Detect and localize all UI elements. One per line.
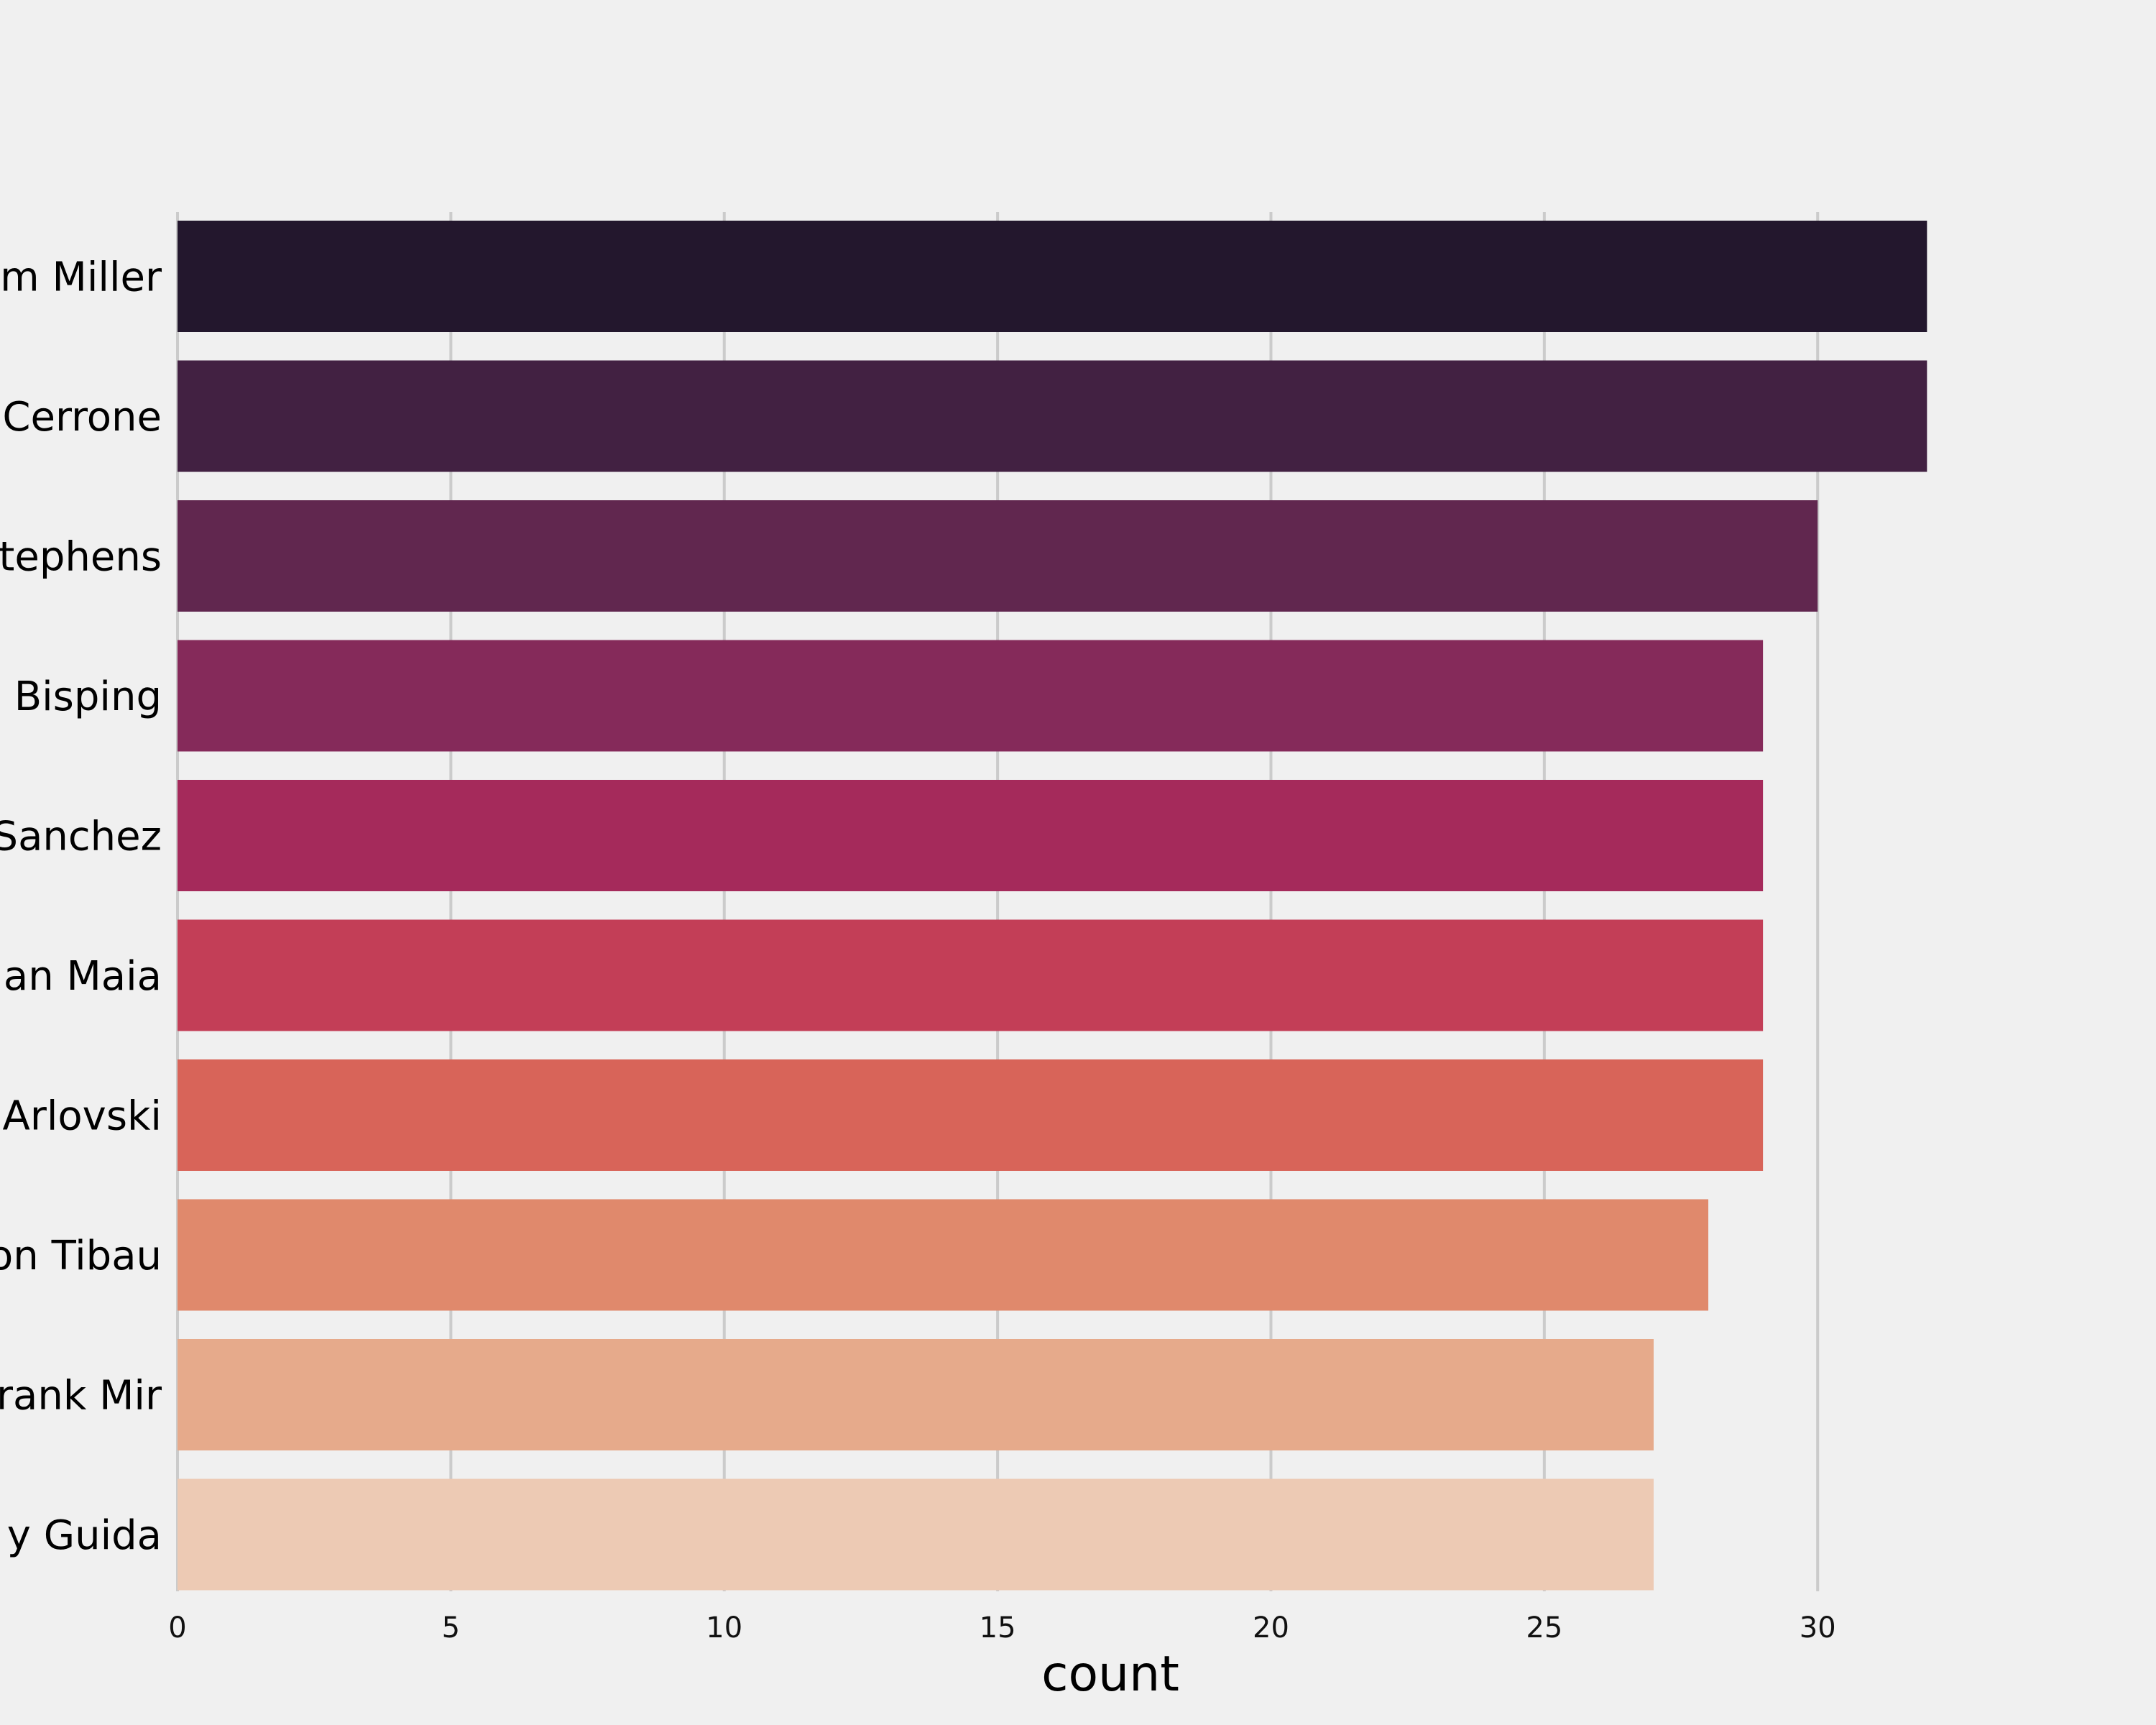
category-label: y Guida — [7, 1512, 162, 1559]
category-label: Cerrone — [2, 394, 162, 441]
category-label: m Miller — [0, 254, 162, 301]
bar — [178, 221, 1927, 332]
x-tick-label: 15 — [980, 1611, 1016, 1644]
x-tick-label: 30 — [1800, 1611, 1836, 1644]
category-label: Sanchez — [0, 814, 162, 860]
bar — [178, 919, 1764, 1031]
bars — [178, 221, 1927, 1591]
bar — [178, 500, 1818, 612]
x-tick-label: 0 — [168, 1611, 186, 1644]
x-tick-label: 5 — [442, 1611, 460, 1644]
bar — [178, 640, 1764, 752]
category-label: on Tibau — [0, 1233, 162, 1279]
x-axis-title: count — [1041, 1646, 1179, 1703]
x-tick-label: 10 — [706, 1611, 742, 1644]
category-label: Bisping — [14, 673, 162, 720]
category-label: an Maia — [4, 953, 162, 1000]
category-labels: m Miller Cerrone tephens Bisping Sanchez an … — [0, 254, 162, 1560]
bar — [178, 1199, 1709, 1311]
category-label: Arlovski — [3, 1093, 162, 1140]
bar — [178, 360, 1927, 472]
bar — [178, 1478, 1654, 1591]
x-tick-labels: 0 5 10 15 20 25 30 — [168, 1611, 1835, 1644]
category-label: tephens — [0, 534, 162, 581]
x-tick-label: 25 — [1526, 1611, 1562, 1644]
bar — [178, 780, 1764, 891]
bar — [178, 1339, 1654, 1450]
bar — [178, 1059, 1764, 1171]
x-tick-label: 20 — [1253, 1611, 1289, 1644]
category-label: rank Mir — [0, 1373, 162, 1420]
